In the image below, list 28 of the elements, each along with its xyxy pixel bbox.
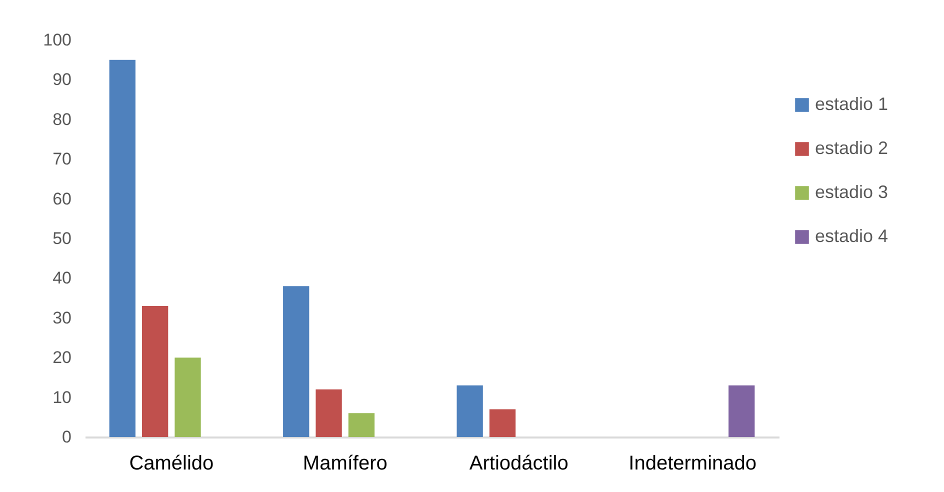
y-tick-label: 0 bbox=[62, 428, 72, 446]
y-tick-label: 20 bbox=[52, 348, 72, 368]
x-tick-label: Artiodáctilo bbox=[469, 452, 568, 474]
legend-label: estadio 3 bbox=[815, 182, 888, 202]
y-tick-label: 10 bbox=[52, 388, 72, 407]
x-tick-label: Mamífero bbox=[302, 452, 388, 474]
x-tick-label: Indeterminado bbox=[628, 452, 757, 474]
bar bbox=[283, 286, 310, 437]
y-tick-label: 100 bbox=[43, 30, 72, 50]
bar bbox=[142, 306, 168, 437]
y-tick-label: 60 bbox=[52, 189, 72, 208]
legend-label: estadio 2 bbox=[815, 138, 888, 158]
legend-label: estadio 4 bbox=[815, 226, 888, 246]
bar bbox=[174, 358, 201, 437]
bar bbox=[348, 413, 375, 437]
bar bbox=[109, 60, 136, 437]
y-tick-label: 80 bbox=[52, 110, 72, 129]
y-tick-label: 40 bbox=[52, 268, 72, 288]
bar bbox=[456, 385, 483, 437]
bar bbox=[316, 389, 342, 437]
x-tick-label: Camélido bbox=[129, 452, 214, 474]
bar bbox=[489, 409, 516, 437]
y-tick-label: 50 bbox=[52, 229, 72, 248]
bar bbox=[728, 385, 755, 437]
y-tick-label: 70 bbox=[52, 150, 72, 169]
legend-label: estadio 1 bbox=[815, 94, 888, 114]
y-tick-label: 30 bbox=[52, 308, 72, 328]
y-tick-label: 90 bbox=[52, 70, 72, 90]
